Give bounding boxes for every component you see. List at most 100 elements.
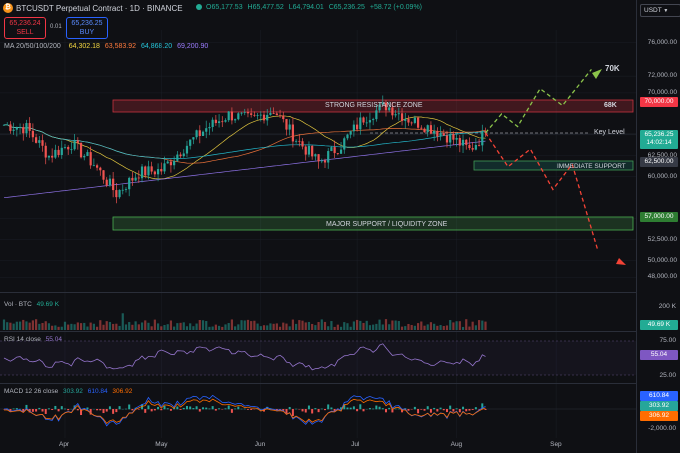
- volume-bar: [278, 326, 282, 330]
- rsi-pane-divider[interactable]: [0, 331, 636, 332]
- candle-body: [54, 149, 57, 158]
- candle-body: [124, 189, 128, 191]
- candle-body: [95, 165, 99, 168]
- candle-body: [394, 114, 397, 116]
- volume-bar: [455, 321, 458, 330]
- volume-bar: [15, 321, 18, 330]
- candle-body: [6, 124, 9, 126]
- macd-hist-value: 303.92: [63, 388, 83, 395]
- sell-price: 65,236.24: [9, 20, 41, 27]
- candle-body: [99, 167, 102, 171]
- buy-button[interactable]: 65,236.25 BUY: [66, 17, 108, 39]
- candle-body: [147, 166, 150, 176]
- macd-hist-bar: [471, 409, 474, 410]
- candle-body: [131, 177, 134, 181]
- macd-hist-bar: [462, 406, 465, 410]
- volume-bar: [429, 322, 433, 330]
- macd-hist-bar: [452, 409, 455, 412]
- candle-body: [288, 124, 291, 130]
- candle-body: [449, 134, 452, 143]
- candle-body: [314, 154, 317, 157]
- macd-signal-value: 306.92: [112, 388, 133, 395]
- currency-selector[interactable]: USDT ▼: [640, 4, 680, 17]
- candle-body: [298, 140, 301, 142]
- candle-body: [140, 166, 144, 179]
- candle-body: [51, 155, 54, 158]
- volume-pane-divider[interactable]: [0, 292, 636, 293]
- candle-body: [156, 169, 160, 175]
- volume-bar: [153, 319, 156, 330]
- macd-hist-bar: [362, 409, 365, 412]
- time-tick-label: Aug: [450, 441, 463, 448]
- volume-bar: [38, 323, 41, 330]
- price-chart[interactable]: [0, 0, 636, 453]
- volume-bar: [359, 320, 362, 330]
- volume-bar: [301, 320, 304, 330]
- key-level-label: Key Level: [594, 129, 625, 136]
- macd-hist-bar: [237, 406, 240, 410]
- volume-bar: [163, 325, 166, 330]
- volume-bar: [73, 324, 76, 330]
- macd-hist-bar: [275, 409, 278, 411]
- volume-bar: [166, 324, 169, 330]
- candle-body: [12, 129, 15, 131]
- sell-button[interactable]: 65,236.24 SELL: [4, 17, 46, 39]
- symbol-title[interactable]: BTCUSDT Perpetual Contract · 1D · BINANC…: [16, 4, 183, 13]
- volume-bar: [330, 321, 333, 330]
- volume-bar: [108, 321, 112, 330]
- macd-hist-bar: [359, 404, 362, 410]
- candle-countdown: 14:02:14: [646, 139, 672, 146]
- macd-hist-bar: [57, 409, 60, 412]
- volume-bar: [118, 325, 121, 330]
- volume-bar: [211, 326, 214, 330]
- spread-value: 0.01: [50, 24, 62, 30]
- macd-hist-bar: [394, 408, 397, 410]
- volume-bar: [208, 326, 211, 330]
- macd-hist-bar: [60, 406, 63, 410]
- macd-hist-bar: [99, 409, 102, 411]
- candle-body: [452, 134, 455, 140]
- volume-bar: [311, 323, 314, 330]
- volume-bar: [92, 323, 95, 330]
- volume-bar: [198, 320, 201, 330]
- candle-body: [237, 113, 240, 120]
- volume-bar: [420, 321, 423, 330]
- ma-legend[interactable]: MA 20/50/100/200 64,302.18 63,583.92 64,…: [4, 43, 208, 50]
- macd-hist-bar: [214, 409, 217, 411]
- macd-hist-bar: [246, 409, 249, 410]
- volume-bar: [121, 313, 124, 330]
- volume-legend: Vol · BTC 49.69 K: [4, 301, 59, 308]
- volume-bar: [44, 321, 47, 330]
- candle-body: [291, 124, 294, 142]
- macd-hist-bar: [307, 405, 310, 410]
- candle-body: [256, 114, 259, 116]
- volume-bar: [413, 325, 416, 330]
- candle-body: [92, 165, 95, 167]
- volume-bar: [176, 323, 179, 330]
- candle-body: [429, 125, 433, 134]
- macd-hist-bar: [224, 408, 227, 410]
- macd-hist-bar: [285, 409, 288, 414]
- volume-bar: [272, 323, 275, 330]
- candlesticks: [2, 95, 487, 204]
- buy-label: BUY: [79, 29, 95, 36]
- volume-bar: [240, 320, 243, 330]
- volume-bar: [365, 320, 368, 330]
- volume-bar: [381, 324, 384, 330]
- macd-hist-bar: [311, 409, 314, 414]
- macd-hist-bar: [86, 407, 89, 410]
- price-tick-label: 72,000.00: [647, 72, 677, 80]
- macd-pane-divider[interactable]: [0, 383, 636, 384]
- candle-body: [22, 127, 25, 134]
- price-axis[interactable]: 76,000.0072,000.0070,000.0065,000.0062,5…: [636, 0, 680, 453]
- candle-body: [44, 145, 47, 158]
- macd-hist-bar: [388, 407, 391, 410]
- macd-hist-bar: [189, 406, 192, 410]
- price-tick-label: 50,000.00: [647, 256, 677, 264]
- candle-body: [311, 145, 314, 157]
- volume-bar: [2, 319, 6, 330]
- macd-hist-bar: [227, 405, 230, 410]
- macd-hist-bar: [205, 407, 208, 410]
- candle-body: [118, 189, 121, 198]
- volume-bar: [327, 326, 330, 330]
